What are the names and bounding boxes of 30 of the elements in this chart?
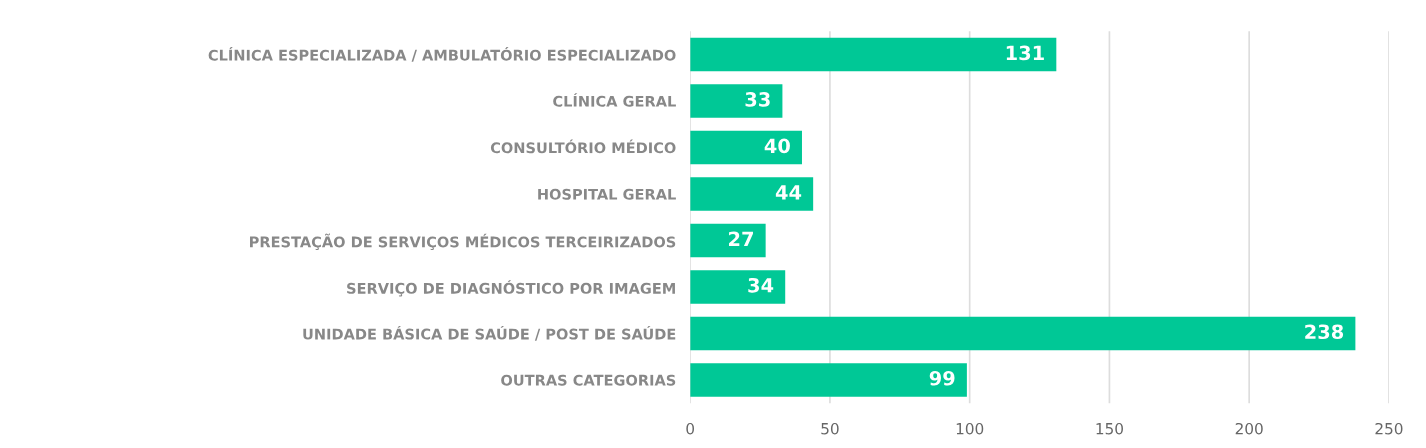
bar [690, 130, 802, 165]
y-tick-label: CLÍNICA GERAL [553, 93, 676, 107]
x-tick-label: 100 [956, 422, 984, 435]
y-tick-label: UNIDADE BÁSICA DE SAÚDE / POST DE SAÚDE [303, 325, 676, 341]
bar [690, 223, 766, 258]
data-label: 238 [1305, 324, 1344, 340]
x-tick-label: 150 [1096, 422, 1123, 435]
data-label: 27 [729, 231, 753, 246]
x-tick-label: 200 [1235, 422, 1263, 435]
data-label: 131 [1006, 45, 1044, 61]
bar [690, 177, 814, 211]
x-tick-label: 50 [821, 422, 839, 435]
data-label: 33 [745, 92, 770, 107]
bar [690, 316, 1356, 351]
y-tick-label: CONSULTÓRIO MÉDICO [490, 139, 676, 154]
data-label: 99 [929, 370, 955, 386]
y-tick-label: OUTRAS CATEGORIAS [501, 374, 676, 386]
data-label: 34 [748, 277, 774, 293]
x-tick-label: 0 [686, 422, 695, 435]
bar [690, 270, 786, 304]
y-tick-label: PRESTAÇÃO DE SERVIÇOS MÉDICOS TERCEIRIZADOS [250, 233, 676, 251]
x-tick-label: 250 [1375, 422, 1403, 435]
bar [690, 84, 783, 118]
y-tick-label: HOSPITAL GERAL [538, 188, 676, 200]
bar [690, 363, 967, 397]
data-label: 40 [764, 138, 790, 154]
y-tick-label: CLÍNICA ESPECIALIZADA / AMBULATÓRIO ESPECIALIZADO [208, 47, 676, 62]
bar [690, 37, 1057, 72]
y-tick-label: SERVIÇO DE DIAGNÓSTICO POR IMAGEM [347, 280, 675, 297]
data-label: 44 [775, 185, 802, 200]
